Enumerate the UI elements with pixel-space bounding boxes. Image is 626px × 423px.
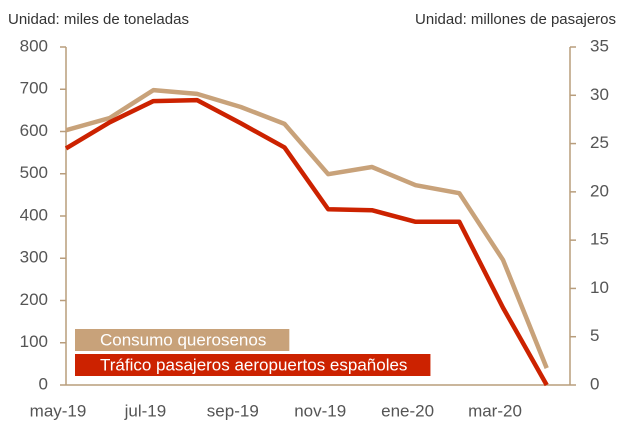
x-tick-label: jul-19 (124, 401, 167, 420)
series-line (65, 87, 549, 369)
x-tick-label: nov-19 (294, 401, 346, 420)
x-tick-label: may-19 (30, 401, 87, 420)
legend-swatch (75, 329, 290, 351)
y2-tick-label: 10 (590, 278, 609, 297)
series-line (64, 97, 549, 387)
y2-tick-label: 15 (590, 230, 609, 249)
y2-tick-label: 0 (590, 374, 599, 393)
x-tick-label: sep-19 (207, 401, 259, 420)
y2-tick-label: 5 (590, 326, 599, 345)
y-tick-label: 800 (20, 36, 48, 55)
y-tick-label: 600 (20, 121, 48, 140)
x-tick-label: ene-20 (381, 401, 434, 420)
y2-tick-label: 30 (590, 85, 609, 104)
y-tick-label: 200 (20, 290, 48, 309)
y-tick-label: 0 (39, 374, 48, 393)
legend-swatch (75, 354, 431, 376)
y-axis-label: Unidad: miles de toneladas (8, 11, 189, 28)
legend-label: Consumo querosenos (100, 330, 266, 349)
y2-axis-label: Unidad: millones de pasajeros (415, 11, 616, 28)
x-tick-label: mar-20 (468, 401, 522, 420)
legend-label: Tráfico pasajeros aeropuertos españoles (100, 355, 407, 374)
y2-tick-label: 35 (590, 36, 609, 55)
y2-tick-label: 20 (590, 181, 609, 200)
y-tick-label: 400 (20, 205, 48, 224)
y-tick-label: 300 (20, 248, 48, 267)
y-tick-label: 700 (20, 79, 48, 98)
y-tick-label: 100 (20, 332, 48, 351)
y-tick-label: 500 (20, 163, 48, 182)
y2-tick-label: 25 (590, 133, 609, 152)
